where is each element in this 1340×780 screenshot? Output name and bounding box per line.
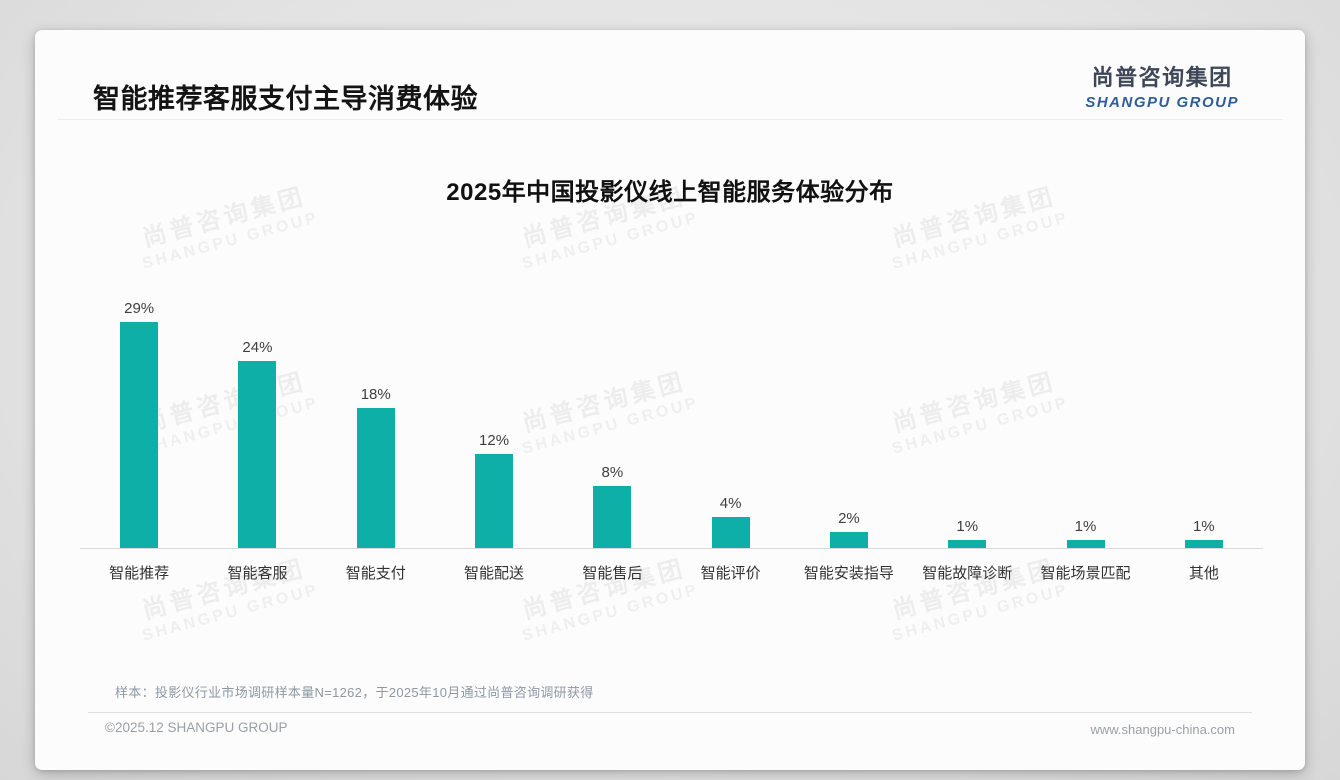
- bar: [593, 485, 632, 548]
- bar-value-label: 1%: [1192, 518, 1215, 535]
- footer-copyright: ©2025.12 SHANGPU GROUP: [105, 720, 288, 735]
- bar: [829, 532, 868, 548]
- logo-english-text: SHANGPU GROUP: [1085, 94, 1239, 111]
- chart-title: 2025年中国投影仪线上智能服务体验分布: [446, 179, 894, 206]
- bar-value-label: 18%: [360, 385, 391, 403]
- category-label: 智能支付: [345, 565, 406, 582]
- category-label: 智能安装指导: [803, 565, 894, 582]
- bar-column: 8%: [553, 464, 671, 548]
- bar-value-label: 12%: [479, 432, 510, 450]
- category-label: 智能客服: [227, 565, 288, 582]
- slide-content: 智能推荐客服支付主导消费体验 尚普咨询集团 SHANGPU GROUP 2025…: [35, 30, 1305, 770]
- category-label: 其他: [1188, 565, 1219, 582]
- bar-column: 1%: [1145, 518, 1263, 548]
- footer-website: www.shangpu-china.com: [1090, 722, 1235, 737]
- bar: [356, 407, 395, 548]
- bar-plot: 29% 24% 18% 12% 8% 4% 2% 1% 1% 1%: [80, 269, 1263, 549]
- bar: [1066, 540, 1105, 548]
- bar-column: 18%: [317, 386, 435, 548]
- page-title: 智能推荐客服支付主导消费体验: [93, 84, 478, 114]
- bar-column: 4%: [671, 495, 789, 548]
- bar-value-label: 29%: [124, 299, 155, 317]
- company-logo: 尚普咨询集团 SHANGPU GROUP: [1085, 60, 1239, 111]
- category-label: 智能场景匹配: [1040, 565, 1131, 582]
- bar: [238, 360, 277, 548]
- bar-value-label: 24%: [242, 338, 273, 356]
- bar-column: 12%: [435, 432, 553, 548]
- category-label: 智能推荐: [109, 565, 170, 582]
- bar-column: 2%: [790, 510, 908, 548]
- bar-value-label: 8%: [601, 463, 624, 481]
- category-label: 智能售后: [582, 565, 643, 582]
- logo-chinese-text: 尚普咨询集团: [1091, 65, 1233, 90]
- header-divider: [57, 119, 1283, 120]
- bar: [948, 540, 987, 548]
- bar-column: 24%: [198, 339, 316, 548]
- bar: [120, 321, 159, 548]
- bar: [711, 516, 750, 548]
- bar-column: 1%: [908, 518, 1026, 548]
- category-row: 智能推荐 智能客服 智能支付 智能配送 智能售后 智能评价 智能安装指导 智能故障诊断 智能场景…: [80, 550, 1263, 583]
- sample-note: 样本：投影仪行业市场调研样本量N=1262，于2025年10月通过尚普咨询调研获…: [115, 685, 594, 700]
- bar-value-label: 1%: [1074, 518, 1097, 535]
- category-label: 智能故障诊断: [922, 565, 1013, 582]
- bar-column: 29%: [80, 300, 198, 548]
- bar-value-label: 1%: [956, 518, 979, 535]
- bar-value-label: 4%: [719, 494, 742, 512]
- bar-value-label: 2%: [838, 510, 860, 528]
- category-label: 智能配送: [464, 565, 525, 582]
- bar: [1184, 540, 1223, 548]
- bar-column: 1%: [1026, 518, 1144, 548]
- slide-card: 尚普咨询集团 SHANGPU GROUP 尚普咨询集团 SHANGPU GROUP 尚普…: [35, 30, 1305, 770]
- category-label: 智能评价: [700, 565, 761, 582]
- footer-divider: [88, 712, 1252, 713]
- bar: [475, 454, 514, 548]
